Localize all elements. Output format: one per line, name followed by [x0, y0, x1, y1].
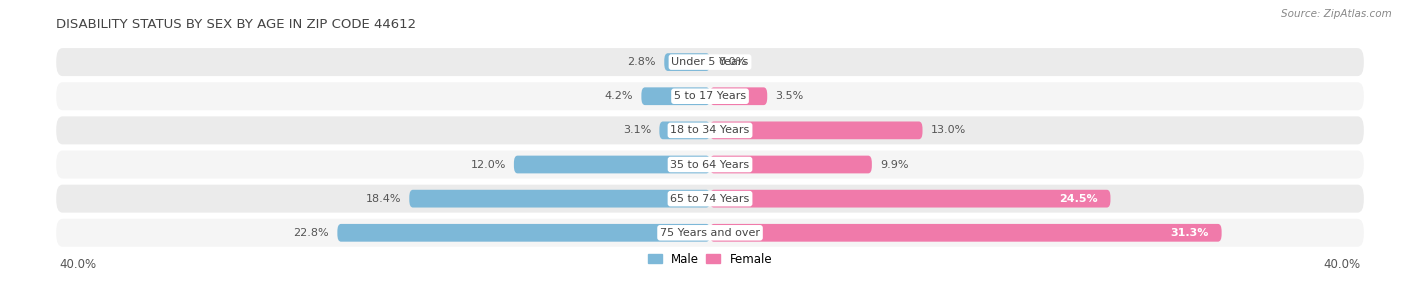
Text: 65 to 74 Years: 65 to 74 Years [671, 194, 749, 204]
FancyBboxPatch shape [710, 87, 768, 105]
Text: 40.0%: 40.0% [59, 258, 97, 271]
FancyBboxPatch shape [56, 219, 1364, 247]
Text: 12.0%: 12.0% [471, 160, 506, 170]
Text: 18.4%: 18.4% [366, 194, 401, 204]
FancyBboxPatch shape [56, 150, 1364, 178]
Text: 3.5%: 3.5% [776, 91, 804, 101]
FancyBboxPatch shape [710, 190, 1111, 208]
FancyBboxPatch shape [515, 156, 710, 173]
FancyBboxPatch shape [659, 122, 710, 139]
Text: 35 to 64 Years: 35 to 64 Years [671, 160, 749, 170]
FancyBboxPatch shape [409, 190, 710, 208]
Text: 2.8%: 2.8% [627, 57, 657, 67]
FancyBboxPatch shape [56, 48, 1364, 76]
FancyBboxPatch shape [56, 82, 1364, 110]
FancyBboxPatch shape [337, 224, 710, 242]
Text: 9.9%: 9.9% [880, 160, 908, 170]
Text: DISABILITY STATUS BY SEX BY AGE IN ZIP CODE 44612: DISABILITY STATUS BY SEX BY AGE IN ZIP C… [56, 18, 416, 31]
Text: 3.1%: 3.1% [623, 125, 651, 135]
FancyBboxPatch shape [710, 156, 872, 173]
FancyBboxPatch shape [56, 185, 1364, 213]
Text: 22.8%: 22.8% [294, 228, 329, 238]
FancyBboxPatch shape [710, 224, 1222, 242]
Text: 24.5%: 24.5% [1059, 194, 1098, 204]
Text: 5 to 17 Years: 5 to 17 Years [673, 91, 747, 101]
FancyBboxPatch shape [641, 87, 710, 105]
Text: 18 to 34 Years: 18 to 34 Years [671, 125, 749, 135]
FancyBboxPatch shape [664, 53, 710, 71]
Text: Under 5 Years: Under 5 Years [672, 57, 748, 67]
Legend: Male, Female: Male, Female [643, 248, 778, 270]
FancyBboxPatch shape [56, 116, 1364, 144]
Text: 0.0%: 0.0% [718, 57, 747, 67]
FancyBboxPatch shape [710, 122, 922, 139]
Text: 4.2%: 4.2% [605, 91, 633, 101]
Text: Source: ZipAtlas.com: Source: ZipAtlas.com [1281, 9, 1392, 19]
Text: 13.0%: 13.0% [931, 125, 966, 135]
Text: 40.0%: 40.0% [1323, 258, 1361, 271]
Text: 75 Years and over: 75 Years and over [659, 228, 761, 238]
Text: 31.3%: 31.3% [1170, 228, 1209, 238]
